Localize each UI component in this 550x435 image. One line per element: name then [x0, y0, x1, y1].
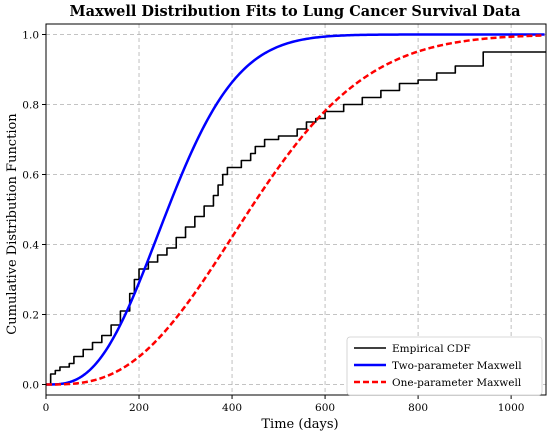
- legend-label-two-param: Two-parameter Maxwell: [392, 360, 522, 372]
- y-axis-label: Cumulative Distribution Function: [5, 113, 20, 335]
- series-one-param-maxwell: [46, 34, 545, 386]
- legend-label-empirical: Empirical CDF: [392, 343, 471, 355]
- x-tick-label: 400: [222, 402, 242, 414]
- legend: Empirical CDF Two-parameter Maxwell One-…: [346, 336, 543, 396]
- y-tick-label: 1.0: [22, 30, 39, 42]
- x-tick-label: 600: [315, 402, 335, 414]
- axis-ticks: 0 200 400 600 800 1000 0.0 0.2 0.4 0.6 0.8 1.0: [22, 30, 524, 415]
- series-two-param-maxwell: [46, 33, 545, 386]
- y-tick-label: 0.0: [22, 380, 39, 392]
- series-empirical-cdf: [46, 51, 546, 386]
- plot-frame: [45, 23, 547, 396]
- y-tick-label: 0.4: [22, 240, 39, 252]
- series-layer: [46, 33, 546, 386]
- x-axis-label: Time (days): [261, 417, 338, 432]
- legend-label-one-param: One-parameter Maxwell: [392, 377, 522, 389]
- x-tick-label: 800: [408, 402, 428, 414]
- y-tick-label: 0.6: [22, 170, 39, 182]
- y-tick-label: 0.8: [22, 100, 39, 112]
- chart-title: Maxwell Distribution Fits to Lung Cancer…: [70, 3, 522, 20]
- x-tick-label: 200: [129, 402, 149, 414]
- x-tick-label: 1000: [498, 402, 525, 414]
- legend-box: [346, 336, 543, 396]
- y-tick-label: 0.2: [22, 310, 39, 322]
- x-tick-label: 0: [43, 402, 50, 414]
